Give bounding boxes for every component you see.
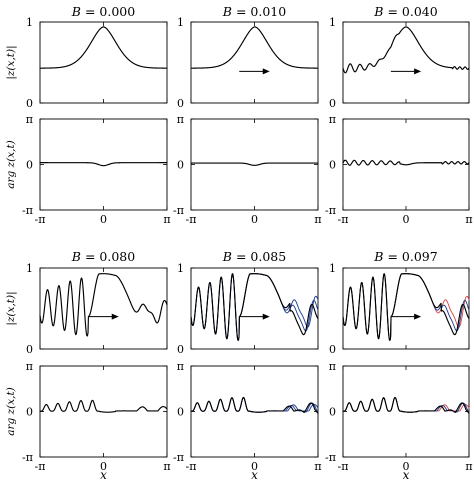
y-tick-label: π	[329, 360, 336, 373]
plot-frame	[39, 267, 168, 350]
y-tick-label: 0	[329, 406, 336, 419]
plot-frame	[39, 118, 168, 211]
series-line	[39, 399, 168, 413]
panel-title: B = 0.080	[71, 249, 135, 264]
plot-frame	[39, 21, 168, 104]
series-line	[190, 396, 319, 414]
series-line	[190, 26, 319, 69]
y-tick-label: 0	[177, 97, 184, 110]
panel-title: B = 0.085	[222, 249, 286, 264]
x-tick-label: 0	[251, 213, 258, 226]
series-line	[342, 273, 470, 341]
y-tick-label: 0	[177, 406, 184, 419]
panel-top-2-arg: -π 0 π -π 0 π	[173, 113, 322, 226]
x-tick-label: 0	[100, 213, 107, 226]
panel-bottom-1-mod: 0 1 B = 0.080	[26, 249, 168, 356]
x-tick-label: 0	[403, 460, 410, 473]
panel-top-2-mod: 0 1 B = 0.010	[177, 4, 319, 110]
y-tick-label: 0	[329, 97, 336, 110]
panel-title: B = 0.040	[373, 4, 437, 19]
y-axis-label-modulus: |z(x,t)|	[5, 291, 18, 325]
y-tick-label: 1	[177, 262, 184, 275]
x-tick-label: π	[465, 460, 472, 473]
series-line	[190, 273, 319, 341]
x-tick-label: π	[163, 460, 170, 473]
x-axis-label: x	[100, 468, 107, 482]
panel-title: B = 0.010	[222, 4, 286, 19]
panel-bottom-3-mod: 0 1 B = 0.097	[329, 249, 470, 356]
series-line	[342, 396, 470, 414]
y-tick-label: -π	[325, 204, 336, 217]
x-tick-label: -π	[338, 460, 349, 473]
panel-top-1-mod: 0 1 B = 0.000	[26, 4, 168, 110]
series-line	[342, 159, 470, 166]
x-tick-label: -π	[338, 213, 349, 226]
x-tick-label: -π	[186, 213, 197, 226]
series-line	[190, 162, 319, 166]
y-tick-label: -π	[325, 451, 336, 464]
panel-top-1-arg: -π 0 π -π 0 π	[22, 113, 171, 226]
y-tick-label: 0	[26, 159, 33, 172]
y-tick-label: -π	[173, 204, 184, 217]
y-tick-label: π	[177, 113, 184, 126]
x-tick-label: 0	[403, 213, 410, 226]
plot-frame	[190, 21, 319, 104]
y-tick-label: 0	[26, 343, 33, 356]
arrow-head-icon	[262, 68, 270, 75]
series-line	[39, 26, 168, 69]
x-tick-label: 0	[100, 460, 107, 473]
x-tick-label: -π	[35, 213, 46, 226]
y-tick-label: 1	[26, 16, 33, 29]
y-tick-label: 1	[329, 16, 336, 29]
x-tick-label: -π	[186, 460, 197, 473]
y-tick-label: 0	[329, 159, 336, 172]
y-tick-label: -π	[22, 451, 33, 464]
series-line	[39, 162, 168, 167]
x-tick-label: π	[314, 460, 321, 473]
y-tick-label: π	[177, 360, 184, 373]
series-line	[39, 273, 168, 337]
x-axis-label: x	[251, 468, 258, 482]
y-tick-label: π	[26, 360, 33, 373]
y-tick-label: 0	[329, 343, 336, 356]
y-tick-label: -π	[173, 451, 184, 464]
panel-title: B = 0.000	[71, 4, 135, 19]
x-tick-label: π	[465, 213, 472, 226]
panel-bottom-2-mod: 0 1 B = 0.085	[177, 249, 319, 356]
panel-bottom-1-arg: -π 0 π -π 0 π	[22, 360, 171, 473]
panel-title: B = 0.097	[373, 249, 437, 264]
y-axis-label-argument: arg z(x,t)	[5, 387, 17, 436]
series-line	[342, 26, 470, 74]
panel-bottom-2-arg: -π 0 π -π 0 π	[173, 360, 322, 473]
y-tick-label: 1	[177, 16, 184, 29]
x-tick-label: π	[163, 213, 170, 226]
x-tick-label: 0	[251, 460, 258, 473]
y-tick-label: 0	[177, 159, 184, 172]
x-tick-label: -π	[35, 460, 46, 473]
y-axis-label-modulus: |z(x,t)|	[5, 45, 18, 79]
y-tick-label: π	[329, 113, 336, 126]
plot-frame	[342, 21, 470, 104]
y-tick-label: 0	[26, 97, 33, 110]
y-tick-label: 1	[26, 262, 33, 275]
y-tick-label: π	[26, 113, 33, 126]
arrow-head-icon	[262, 313, 270, 320]
panel-bottom-3-arg: -π 0 π -π 0 π	[325, 360, 473, 473]
y-tick-label: 0	[177, 343, 184, 356]
x-tick-label: π	[314, 213, 321, 226]
y-tick-label: 1	[329, 262, 336, 275]
arrow-head-icon	[414, 313, 422, 320]
y-tick-label: 0	[26, 406, 33, 419]
panel-top-3-mod: 0 1 B = 0.040	[329, 4, 470, 110]
arrow-head-icon	[111, 313, 119, 320]
y-axis-label-argument: arg z(x,t)	[5, 140, 17, 189]
y-tick-label: -π	[22, 204, 33, 217]
x-axis-label: x	[403, 468, 410, 482]
plot-frame	[190, 118, 319, 211]
panel-top-3-arg: -π 0 π -π 0 π	[325, 113, 473, 226]
arrow-head-icon	[414, 68, 422, 75]
